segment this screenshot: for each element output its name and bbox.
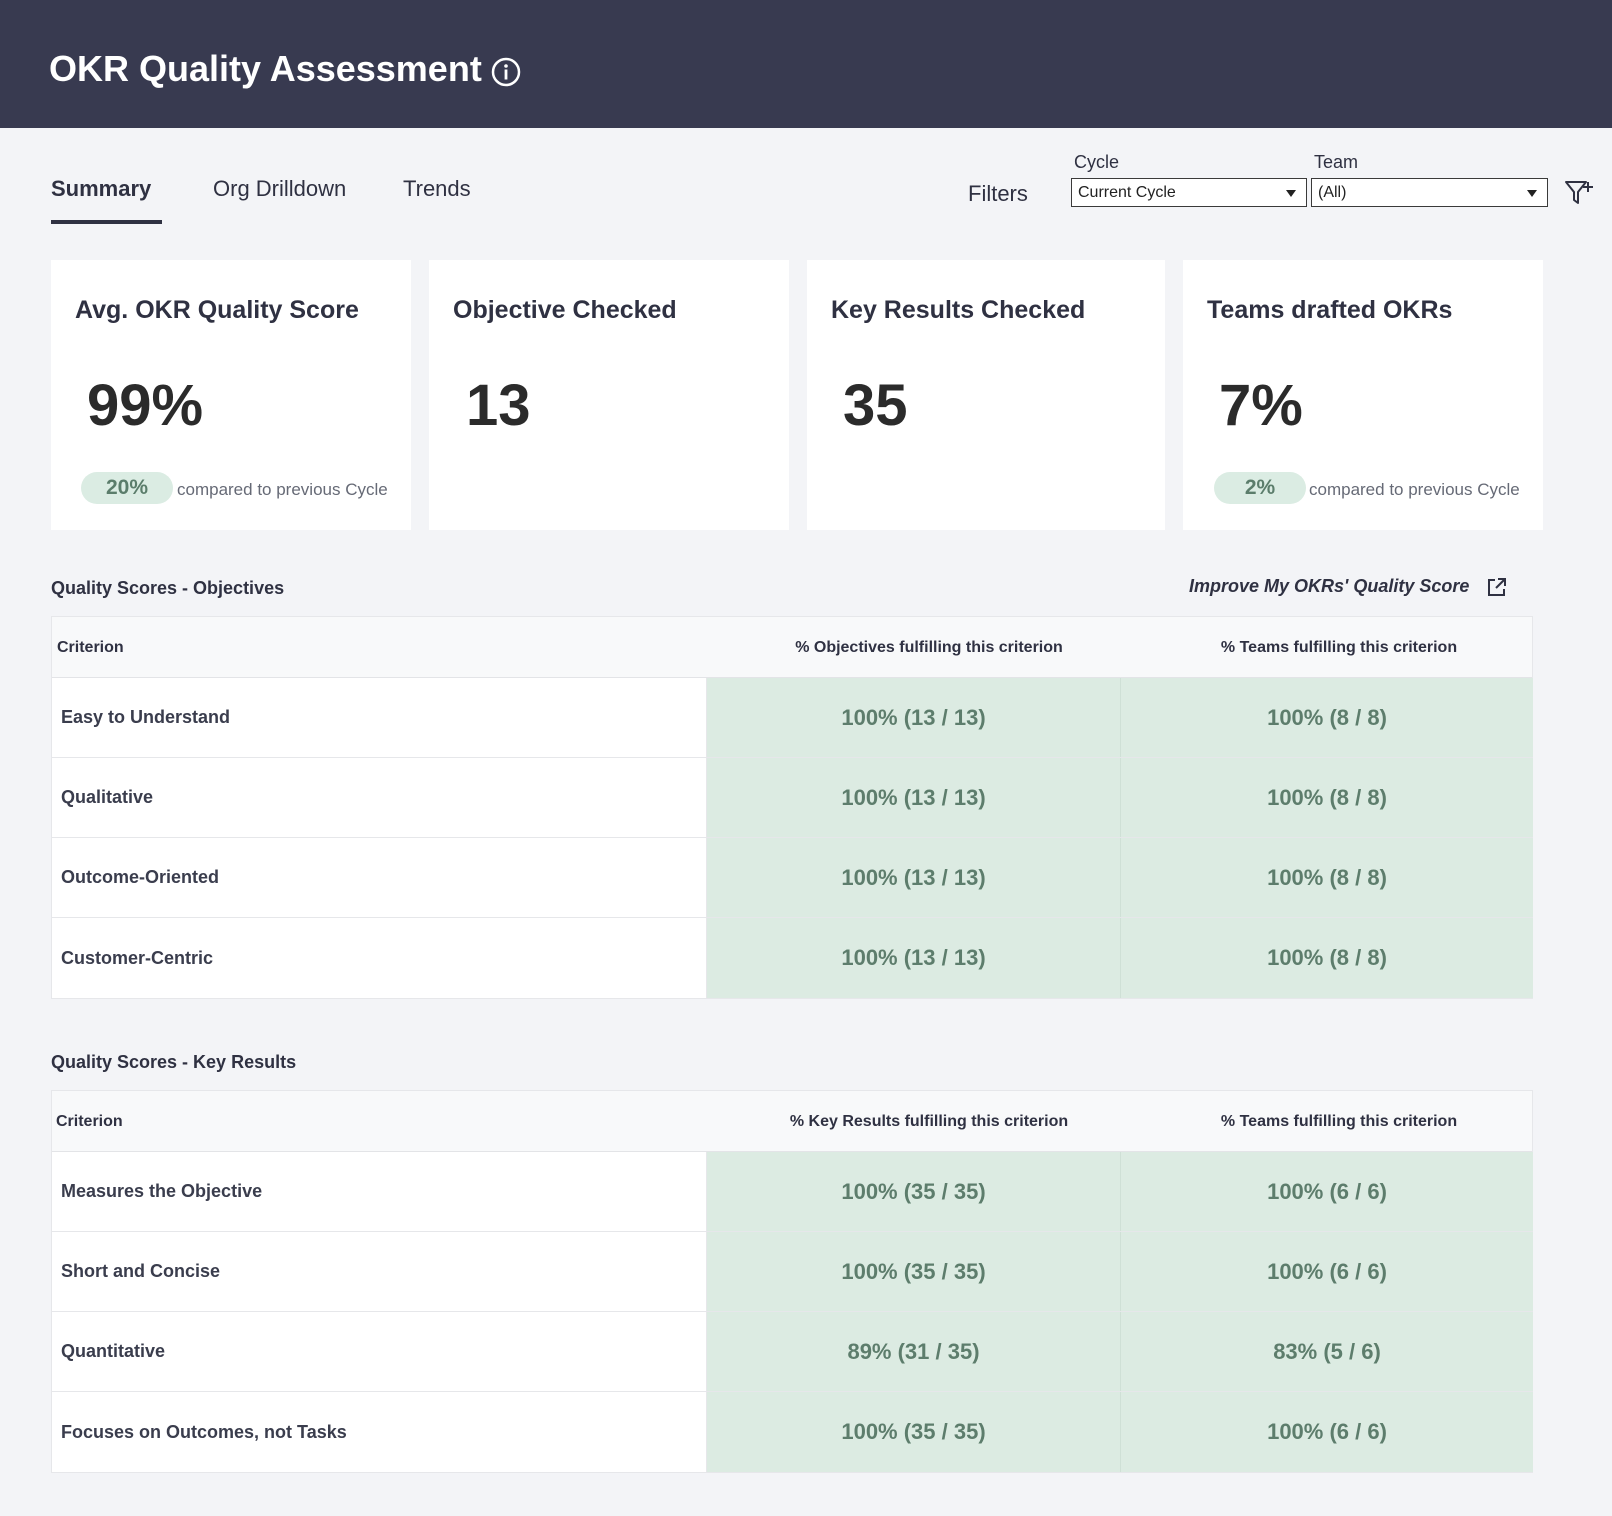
- teams-drafted-card: Teams drafted OKRs 7% 2% compared to pre…: [1183, 260, 1543, 530]
- table-row: Customer-Centric 100% (13 / 13) 100% (8 …: [52, 918, 1533, 998]
- avg-quality-score-card: Avg. OKR Quality Score 99% 20% compared …: [51, 260, 411, 530]
- teams-percent-cell: 83% (5 / 6): [1120, 1312, 1533, 1391]
- criterion-cell: Customer-Centric: [61, 947, 214, 968]
- delta-badge: 2%: [1214, 472, 1306, 504]
- tab-org-drilldown[interactable]: Org Drilldown: [213, 176, 347, 201]
- column-header: % Teams fulfilling this criterion: [1220, 1113, 1458, 1130]
- cycle-select-value: Current Cycle: [1078, 184, 1176, 201]
- criterion-cell: Focuses on Outcomes, not Tasks: [61, 1421, 347, 1442]
- key-results-percent-cell: 100% (35 / 35): [706, 1152, 1120, 1231]
- teams-percent-cell: 100% (6 / 6): [1120, 1152, 1533, 1231]
- card-value: 99%: [87, 373, 204, 438]
- key-results-percent-cell: 100% (35 / 35): [706, 1232, 1120, 1311]
- objectives-percent-cell: 100% (13 / 13): [706, 838, 1120, 917]
- column-header: Criterion: [56, 1113, 123, 1130]
- filters-label: Filters: [968, 181, 1028, 206]
- column-header: Criterion: [57, 639, 124, 656]
- criterion-cell: Measures the Objective: [61, 1181, 263, 1201]
- objectives-percent-cell: 100% (13 / 13): [706, 918, 1120, 998]
- table-header: Criterion % Objectives fulfilling this c…: [52, 617, 1532, 678]
- team-select-value: (All): [1318, 184, 1347, 201]
- objectives-percent-cell: 100% (13 / 13): [706, 678, 1120, 757]
- tab-trends[interactable]: Trends: [403, 176, 471, 201]
- column-header: % Key Results fulfilling this criterion: [789, 1113, 1069, 1130]
- criterion-cell: Qualitative: [61, 787, 154, 807]
- column-header: % Objectives fulfilling this criterion: [795, 639, 1063, 656]
- key-results-table: Criterion % Key Results fulfilling this …: [51, 1090, 1533, 1473]
- criterion-cell: Easy to Understand: [61, 707, 231, 727]
- teams-percent-cell: 100% (8 / 8): [1120, 758, 1533, 837]
- objectives-section-title: Quality Scores - Objectives: [51, 578, 285, 598]
- criterion-cell: Short and Concise: [61, 1261, 221, 1281]
- table-row: Measures the Objective 100% (35 / 35) 10…: [52, 1152, 1533, 1232]
- teams-percent-cell: 100% (8 / 8): [1120, 918, 1533, 998]
- app-header: OKR Quality Assessment: [0, 0, 1612, 128]
- page-title: OKR Quality Assessment: [49, 48, 482, 89]
- cycle-select[interactable]: Current Cycle: [1071, 178, 1307, 207]
- table-row: Easy to Understand 100% (13 / 13) 100% (…: [52, 678, 1533, 758]
- column-header: % Teams fulfilling this criterion: [1220, 639, 1458, 656]
- criterion-cell: Outcome-Oriented: [61, 867, 220, 887]
- card-value: 13: [466, 373, 531, 438]
- active-tab-indicator: [51, 220, 162, 224]
- teams-percent-cell: 100% (6 / 6): [1120, 1392, 1533, 1472]
- teams-percent-cell: 100% (8 / 8): [1120, 838, 1533, 917]
- card-title: Avg. OKR Quality Score: [75, 296, 359, 324]
- card-value: 7%: [1219, 373, 1303, 438]
- teams-percent-cell: 100% (6 / 6): [1120, 1232, 1533, 1311]
- table-header: Criterion % Key Results fulfilling this …: [52, 1091, 1532, 1152]
- cycle-filter-label: Cycle: [1074, 152, 1120, 172]
- key-results-checked-card: Key Results Checked 35: [807, 260, 1165, 530]
- teams-percent-cell: 100% (8 / 8): [1120, 678, 1533, 757]
- objectives-table: Criterion % Objectives fulfilling this c…: [51, 616, 1533, 999]
- criterion-cell: Quantitative: [61, 1341, 166, 1361]
- delta-badge: 20%: [81, 472, 173, 504]
- table-row: Focuses on Outcomes, not Tasks 100% (35 …: [52, 1392, 1533, 1472]
- compare-text: compared to previous Cycle: [1309, 480, 1520, 499]
- table-row: Qualitative 100% (13 / 13) 100% (8 / 8): [52, 758, 1533, 838]
- table-row: Outcome-Oriented 100% (13 / 13) 100% (8 …: [52, 838, 1533, 918]
- table-row: Short and Concise 100% (35 / 35) 100% (6…: [52, 1232, 1533, 1312]
- caret-down-icon: [1527, 190, 1537, 197]
- key-results-section-title: Quality Scores - Key Results: [51, 1052, 297, 1072]
- card-value: 35: [843, 373, 908, 438]
- caret-down-icon: [1286, 190, 1296, 197]
- card-title: Teams drafted OKRs: [1207, 296, 1453, 324]
- filter-add-icon[interactable]: [1564, 178, 1594, 208]
- objectives-checked-card: Objective Checked 13: [429, 260, 789, 530]
- tab-summary[interactable]: Summary: [51, 176, 152, 201]
- objectives-percent-cell: 100% (13 / 13): [706, 758, 1120, 837]
- key-results-percent-cell: 89% (31 / 35): [706, 1312, 1120, 1391]
- compare-text: compared to previous Cycle: [177, 480, 388, 499]
- external-link-icon[interactable]: [1486, 576, 1508, 598]
- info-icon[interactable]: [490, 56, 522, 88]
- card-title: Key Results Checked: [831, 296, 1086, 324]
- team-select[interactable]: (All): [1311, 178, 1548, 207]
- improve-quality-link[interactable]: Improve My OKRs' Quality Score: [1189, 576, 1470, 596]
- card-title: Objective Checked: [453, 296, 677, 324]
- team-filter-label: Team: [1314, 152, 1359, 172]
- table-row: Quantitative 89% (31 / 35) 83% (5 / 6): [52, 1312, 1533, 1392]
- key-results-percent-cell: 100% (35 / 35): [706, 1392, 1120, 1472]
